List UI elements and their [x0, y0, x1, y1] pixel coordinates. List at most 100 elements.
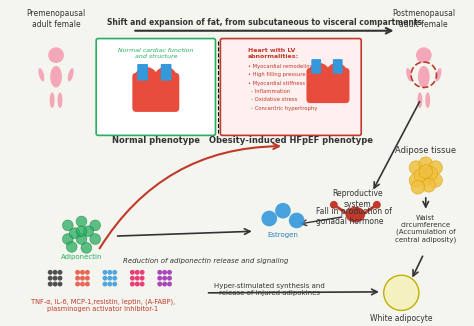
Ellipse shape: [436, 68, 441, 82]
Circle shape: [424, 167, 438, 180]
Ellipse shape: [418, 92, 422, 108]
Ellipse shape: [406, 68, 412, 82]
Circle shape: [63, 234, 73, 244]
Circle shape: [53, 276, 57, 281]
FancyBboxPatch shape: [137, 64, 148, 81]
Circle shape: [409, 161, 423, 174]
Circle shape: [157, 276, 162, 281]
Text: Estrogen: Estrogen: [267, 232, 299, 238]
Ellipse shape: [68, 68, 73, 82]
Circle shape: [422, 178, 436, 192]
Circle shape: [154, 67, 177, 90]
Circle shape: [76, 234, 87, 244]
Circle shape: [167, 270, 172, 275]
Circle shape: [75, 276, 80, 281]
FancyBboxPatch shape: [132, 73, 179, 112]
Circle shape: [130, 282, 135, 287]
Circle shape: [130, 270, 135, 275]
FancyBboxPatch shape: [161, 64, 172, 81]
Text: - Oxidative stress: - Oxidative stress: [248, 97, 297, 102]
Circle shape: [108, 282, 112, 287]
Circle shape: [48, 47, 64, 63]
Circle shape: [108, 270, 112, 275]
Circle shape: [57, 270, 63, 275]
Circle shape: [48, 282, 53, 287]
Circle shape: [57, 282, 63, 287]
Text: TNF-α, IL-6, MCP-1,resistin, leptin, (A-FABP),
plasminogen activator inhibitor-1: TNF-α, IL-6, MCP-1,resistin, leptin, (A-…: [31, 299, 175, 312]
Circle shape: [48, 276, 53, 281]
Text: Postmenopausal
adult female: Postmenopausal adult female: [392, 9, 456, 29]
FancyBboxPatch shape: [307, 68, 349, 103]
Circle shape: [419, 157, 433, 170]
Circle shape: [69, 228, 80, 239]
Circle shape: [83, 226, 94, 237]
Circle shape: [140, 276, 145, 281]
Circle shape: [90, 234, 100, 244]
Circle shape: [76, 226, 87, 237]
FancyBboxPatch shape: [96, 38, 216, 135]
Ellipse shape: [425, 92, 430, 108]
Text: Adipose tissue: Adipose tissue: [395, 146, 456, 155]
Circle shape: [130, 276, 135, 281]
Text: Obesity-induced HFpEF phenotype: Obesity-induced HFpEF phenotype: [209, 136, 373, 145]
Circle shape: [326, 63, 347, 84]
Ellipse shape: [38, 68, 45, 82]
Text: - Concentric hypertrophy: - Concentric hypertrophy: [248, 106, 317, 111]
Circle shape: [135, 270, 140, 275]
Ellipse shape: [346, 207, 365, 222]
Text: Heart with LV
abnormalities:: Heart with LV abnormalities:: [248, 48, 299, 59]
Circle shape: [419, 165, 433, 178]
Circle shape: [414, 169, 428, 182]
Circle shape: [157, 270, 162, 275]
Circle shape: [157, 282, 162, 287]
Circle shape: [162, 276, 167, 281]
Circle shape: [57, 276, 63, 281]
Circle shape: [90, 220, 100, 231]
Circle shape: [373, 201, 381, 209]
Circle shape: [63, 220, 73, 231]
Text: Fall in production of
gonadal hormone: Fall in production of gonadal hormone: [316, 207, 392, 226]
Text: • Myocardial stiffness: • Myocardial stiffness: [248, 81, 305, 86]
Text: Adiponectin: Adiponectin: [61, 254, 102, 260]
Circle shape: [76, 216, 87, 227]
Text: • Myocardial remodeling: • Myocardial remodeling: [248, 64, 313, 69]
Circle shape: [66, 242, 77, 252]
Circle shape: [134, 67, 158, 90]
Circle shape: [428, 161, 442, 174]
Circle shape: [75, 270, 80, 275]
Circle shape: [80, 270, 85, 275]
Text: Normal cardiac function
and structure: Normal cardiac function and structure: [118, 48, 193, 59]
Circle shape: [112, 270, 117, 275]
Circle shape: [330, 201, 338, 209]
Circle shape: [102, 270, 108, 275]
Circle shape: [275, 203, 291, 218]
Circle shape: [80, 282, 85, 287]
Circle shape: [411, 180, 425, 194]
FancyBboxPatch shape: [220, 38, 361, 135]
Circle shape: [409, 173, 423, 187]
Text: Waist
circumference
(Accumulation of
central adiposity): Waist circumference (Accumulation of cen…: [395, 215, 456, 243]
Circle shape: [140, 282, 145, 287]
Ellipse shape: [50, 92, 55, 108]
Circle shape: [309, 63, 330, 84]
Circle shape: [416, 47, 432, 63]
Circle shape: [162, 282, 167, 287]
Text: Reduction of adiponectin release and signaling: Reduction of adiponectin release and sig…: [123, 258, 289, 264]
Circle shape: [289, 213, 304, 228]
Text: Normal phenotype: Normal phenotype: [112, 136, 200, 145]
Circle shape: [140, 270, 145, 275]
Text: Hyper-stimulated synthesis and
release of injured adipokines: Hyper-stimulated synthesis and release o…: [214, 283, 325, 296]
Ellipse shape: [50, 66, 62, 87]
Circle shape: [167, 282, 172, 287]
Circle shape: [428, 173, 442, 187]
Ellipse shape: [418, 66, 429, 87]
Circle shape: [81, 243, 92, 253]
Circle shape: [85, 270, 90, 275]
Circle shape: [85, 282, 90, 287]
Circle shape: [162, 270, 167, 275]
Circle shape: [135, 276, 140, 281]
Text: Premenopausal
adult female: Premenopausal adult female: [27, 9, 86, 29]
Circle shape: [419, 172, 433, 186]
Circle shape: [112, 276, 117, 281]
Circle shape: [167, 276, 172, 281]
